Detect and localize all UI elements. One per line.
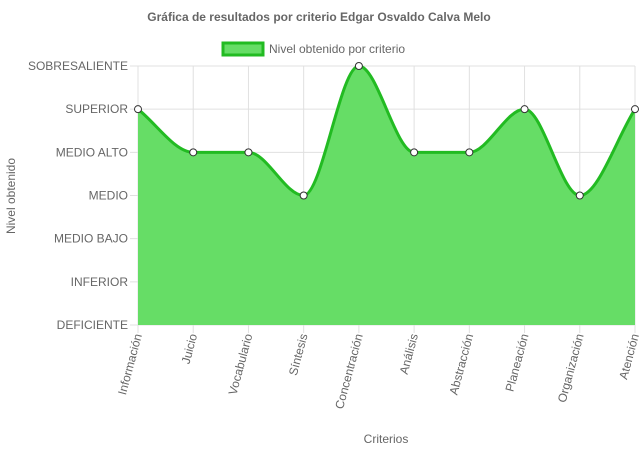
y-tick-label: SOBRESALIENTE [28,59,128,73]
x-tick-label: Juicio [179,332,201,366]
x-tick-label: Concentración [332,332,366,410]
x-axis-ticks: Información Juicio Vocabulario Síntesis Conc… [115,332,639,411]
x-tick-label: Planeación [503,332,532,393]
x-axis-title: Criterios [364,432,409,446]
data-point[interactable] [299,191,308,200]
data-point[interactable] [520,105,529,114]
x-tick-label: Abstracción [446,332,476,396]
chart-title: Gráfica de resultados por criterio Edgar… [147,10,490,24]
x-tick-label: Atención [616,332,639,381]
x-tick-label: Análisis [397,332,421,376]
data-point[interactable] [575,191,584,200]
y-tick-label: INFERIOR [71,275,129,289]
x-tick-label: Vocabulario [226,332,256,397]
data-point[interactable] [410,148,419,157]
y-tick-label: MEDIO BAJO [54,232,128,246]
x-tick-label: Síntesis [286,332,311,377]
series-line [137,64,637,198]
data-point[interactable] [354,62,363,70]
y-tick-label: SUPERIOR [65,102,128,116]
x-tick-label: Información [115,332,145,396]
data-point[interactable] [631,105,639,114]
y-axis-ticks: DEFICIENTE INFERIOR MEDIO BAJO MEDIO MEDIO A… [28,59,128,332]
data-point[interactable] [189,148,198,157]
data-point[interactable] [134,105,142,114]
y-tick-label: MEDIO [89,189,128,203]
x-tick-label: Organización [555,332,587,404]
series-area-fill [138,66,635,325]
data-points [134,62,639,200]
data-point[interactable] [244,148,253,157]
area-layer [137,64,637,325]
legend-swatch [221,41,265,57]
y-tick-label: DEFICIENTE [57,318,128,332]
y-axis-title: Nivel obtenido [4,158,18,234]
legend[interactable]: Nivel obtenido por criterio [221,41,405,57]
data-point[interactable] [465,148,474,157]
y-tick-label: MEDIO ALTO [56,145,128,159]
legend-label: Nivel obtenido por criterio [269,42,405,56]
